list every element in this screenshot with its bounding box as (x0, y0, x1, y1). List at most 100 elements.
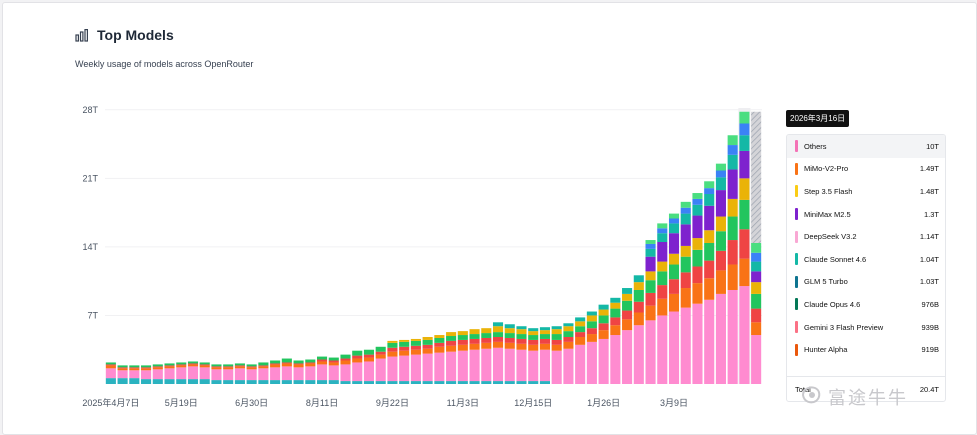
bar-segment (270, 360, 281, 364)
bar-segment (528, 381, 539, 384)
tooltip-legend-item[interactable]: MiniMax M2.5 1.3T (787, 203, 945, 226)
tooltip-legend-item[interactable]: Claude Sonnet 4.6 1.04T (787, 248, 945, 271)
bar-segment (680, 201, 691, 208)
bar-segment (410, 354, 421, 382)
bar-segment (715, 170, 726, 178)
bar-segment (187, 379, 199, 384)
bar-segment (105, 364, 116, 366)
bar-segment (504, 342, 515, 349)
bar-segment (316, 380, 328, 384)
bar-segment (340, 354, 351, 359)
y-tick-label: 21T (82, 173, 98, 183)
tooltip-legend-item[interactable]: Step 3.5 Flash 1.48T (787, 180, 945, 203)
bar-segment (727, 240, 738, 265)
legend-swatch (795, 275, 798, 288)
tooltip-legend-item[interactable]: Gemini 3 Flash Preview 939B (787, 316, 945, 339)
bar-segment (516, 349, 527, 382)
bar-segment (469, 329, 480, 335)
bar-segment (751, 322, 762, 336)
legend-item-name: MiMo-V2-Pro (804, 164, 849, 174)
bar-segment (164, 363, 175, 366)
bar-segment (751, 308, 762, 323)
bar-segment (223, 364, 234, 367)
bar-segment (399, 350, 410, 356)
bar-segment (410, 338, 421, 341)
bar-segment (234, 366, 245, 369)
bar-segment (410, 381, 421, 384)
bar-segment (645, 248, 656, 257)
bar-segment (704, 205, 715, 231)
bar-segment (293, 360, 304, 364)
bar-segment (387, 356, 398, 382)
tooltip-legend: Others 10T MiMo-V2-Pro 1.49T Step 3.5 Flash 1… (786, 134, 946, 402)
bar-segment (704, 260, 715, 279)
tooltip-legend-item[interactable]: Hunter Alpha 919B (787, 338, 945, 361)
bar-segment (457, 381, 468, 384)
tooltip-legend-item[interactable]: GLM 5 Turbo 1.03T (787, 271, 945, 294)
watermark-text: 富途牛牛 (828, 388, 908, 408)
bar-segment (176, 365, 187, 368)
bar-segment (316, 359, 328, 362)
bar-segment (668, 293, 680, 312)
bar-segment (739, 178, 750, 200)
bar-segment (739, 150, 750, 179)
bar-segment (141, 370, 152, 380)
bar-segment (633, 301, 644, 313)
bar-segment (645, 292, 656, 306)
bar-segment (316, 356, 328, 360)
x-tick-label: 5月19日 (165, 398, 198, 408)
bar-segment (457, 331, 468, 336)
legend-swatch (795, 185, 798, 198)
bar-segment (586, 311, 597, 316)
tooltip-total-row: Total 20.4T (787, 376, 945, 401)
bar-segment (387, 340, 398, 343)
bar-segment (622, 310, 633, 320)
tooltip-legend-item[interactable]: DeepSeek V3.2 1.14T (787, 225, 945, 248)
bar-segment (457, 350, 468, 382)
bar-segment (399, 339, 410, 342)
bar-segment (563, 331, 574, 337)
bar-segment (469, 381, 480, 384)
bar-segment (528, 339, 539, 345)
tooltip-total-value: 20.4T (919, 384, 939, 394)
bar-segment (187, 363, 199, 365)
tooltip-legend-item[interactable]: Claude Opus 4.6 976B (787, 293, 945, 316)
bar-segment (375, 351, 386, 355)
bar-segment (199, 367, 210, 380)
tooltip-legend-item[interactable]: Others 10T (787, 135, 945, 158)
x-tick-label: 6月30日 (235, 398, 268, 408)
bar-segment (399, 355, 410, 382)
legend-swatch (795, 343, 798, 356)
bar-segment (492, 341, 504, 348)
bar-segment (328, 360, 339, 363)
legend-item-name: Hunter Alpha (804, 345, 848, 355)
bar-segment (715, 250, 726, 271)
bar-segment (645, 243, 656, 249)
legend-item-value: 1.48T (919, 186, 939, 196)
bar-segment (399, 381, 410, 384)
bar-segment (481, 333, 492, 338)
bar-segment (129, 367, 140, 369)
bar-segment (223, 380, 234, 384)
legend-item-value: 1.49T (919, 164, 939, 174)
bar-segment (352, 355, 363, 359)
bar-segment (492, 322, 504, 327)
tooltip-legend-item[interactable]: MiMo-V2-Pro 1.49T (787, 158, 945, 181)
bar-segment (305, 359, 316, 363)
bar-segment (645, 240, 656, 244)
legend-item-value: 1.03T (919, 277, 939, 287)
legend-item-name: Step 3.5 Flash (804, 186, 853, 196)
legend-item-name: DeepSeek V3.2 (804, 232, 857, 242)
bar-segment (422, 336, 433, 340)
bar-segment (270, 363, 281, 365)
bar-segment (563, 341, 574, 349)
bar-segment (539, 327, 551, 331)
bar-segment (704, 278, 715, 300)
bar-segment (633, 312, 644, 326)
legend-item-name: GLM 5 Turbo (804, 277, 848, 287)
bar-segment (610, 308, 621, 318)
bar-segment (704, 194, 715, 206)
bar-segment (328, 365, 339, 381)
bar-segment (727, 264, 738, 290)
bar-segment (739, 111, 750, 124)
